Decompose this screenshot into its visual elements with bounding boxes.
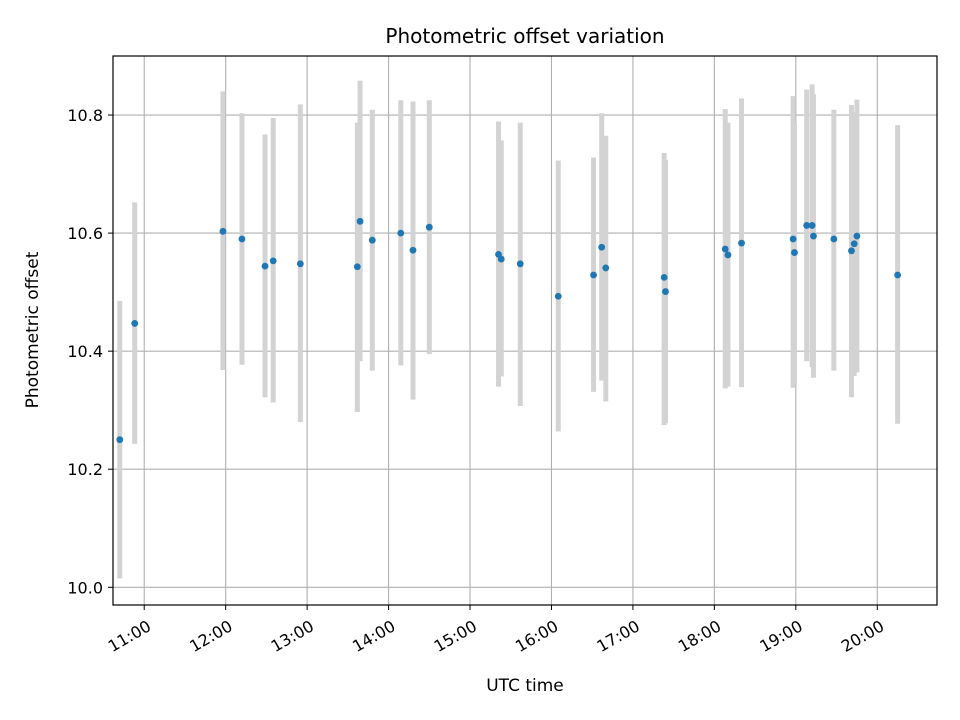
y-tick-label: 10.2 [67,460,103,479]
y-axis-label: Photometric offset [23,251,43,408]
y-tick-label: 10.0 [67,578,103,597]
y-tick-label: 10.8 [67,106,103,125]
data-point [368,236,376,244]
data-point [660,273,668,281]
data-point [662,288,669,295]
data-point [830,235,838,243]
plot-frame [112,55,938,606]
data-point [602,264,610,272]
data-point [894,271,902,279]
data-point [425,223,433,231]
data-point [497,255,505,263]
data-point [810,232,817,240]
data-point [808,222,816,229]
data-point [219,227,227,235]
data-point [853,232,861,240]
x-axis-label: UTC time [486,676,564,696]
data-point [261,262,269,270]
data-point [116,436,124,444]
data-point [516,260,524,268]
data-point [850,240,858,248]
data-point [789,235,797,243]
data-point [353,263,361,271]
data-point [554,292,562,300]
data-point [409,246,417,254]
data-point [803,222,811,229]
y-tick-label: 10.6 [67,224,103,243]
chart-title: Photometric offset variation [385,24,664,48]
data-point [397,229,405,237]
data-point [724,251,732,259]
data-point [590,271,597,279]
data-point [738,239,745,247]
data-point [791,249,798,256]
data-point [238,235,246,243]
data-point [848,247,855,255]
data-point [356,217,364,225]
data-point [131,320,139,327]
data-point [598,243,606,251]
data-point [296,260,304,268]
data-points [116,217,902,444]
data-point [721,245,729,253]
y-tick-label: 10.4 [67,342,103,361]
data-point [269,257,277,265]
y-axis: 10.0 10.2 10.4 10.6 10.8 [67,106,113,597]
